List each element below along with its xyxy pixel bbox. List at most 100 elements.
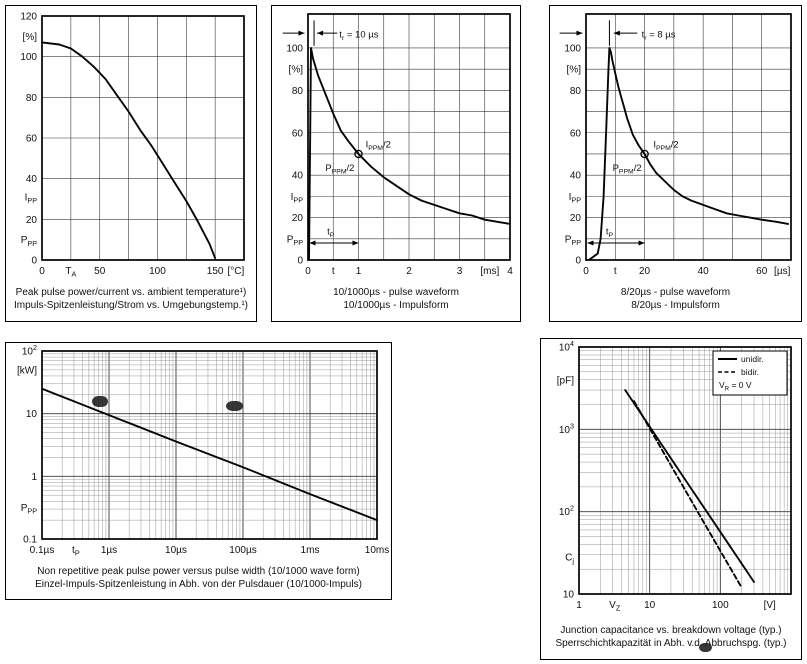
svg-text:VR = 0 V: VR = 0 V bbox=[719, 380, 752, 393]
svg-text:40: 40 bbox=[570, 171, 582, 182]
caption-line-de: 10/1000µs - Impulsform bbox=[343, 299, 449, 311]
svg-text:IPP: IPP bbox=[25, 192, 38, 205]
svg-text:1µs: 1µs bbox=[101, 545, 117, 556]
svg-text:t: t bbox=[332, 266, 335, 277]
caption-line-en: Non repetitive peak pulse power versus p… bbox=[37, 566, 360, 577]
chart-panel-peak-pulse-power: 0.1µs tP 1µs 10µs 100µs 1ms 10ms 102 [kW] 10 1 PPP 0… bbox=[5, 342, 392, 600]
svg-text:PPPM/2: PPPM/2 bbox=[325, 163, 354, 176]
svg-text:Cj: Cj bbox=[565, 553, 574, 566]
svg-text:80: 80 bbox=[26, 93, 38, 104]
pulse-8-20-chart-canvas: 0 t 20 40 60 [µs] 100 [%] 80 60 40 IPP 20 PPP 0 tr = 8 … bbox=[559, 13, 792, 277]
svg-text:1: 1 bbox=[576, 600, 582, 611]
svg-text:tP: tP bbox=[327, 227, 335, 240]
svg-text:0: 0 bbox=[31, 256, 37, 267]
peak-pulse-power-chart-canvas: 0.1µs tP 1µs 10µs 100µs 1ms 10ms 102 [kW] 10 1 PPP 0… bbox=[17, 343, 389, 558]
svg-text:PPP: PPP bbox=[21, 503, 37, 516]
caption-line-de: 8/20µs - Impulsform bbox=[631, 299, 720, 311]
svg-text:tr = 8 µs: tr = 8 µs bbox=[642, 29, 676, 42]
svg-text:[%]: [%] bbox=[289, 65, 304, 76]
svg-text:0: 0 bbox=[583, 266, 589, 277]
scan-artifact bbox=[92, 396, 108, 407]
svg-text:103: 103 bbox=[559, 421, 574, 436]
svg-text:1: 1 bbox=[356, 266, 362, 277]
svg-text:bidir.: bidir. bbox=[741, 367, 759, 377]
svg-text:100: 100 bbox=[20, 52, 37, 63]
svg-text:0.1: 0.1 bbox=[23, 535, 37, 546]
derating-chart-canvas: 0 TA 50 100 150 [°C] 120 [%] 100 80 60 40 IPP 20 PPP 0 bbox=[20, 12, 245, 279]
chart-panel-8-20-waveform: 0 t 20 40 60 [µs] 100 [%] 80 60 40 IPP 20 PPP 0 tr = 8 … bbox=[549, 5, 802, 322]
svg-text:3: 3 bbox=[457, 266, 463, 277]
svg-text:10: 10 bbox=[644, 600, 656, 611]
pulse-10-1000-chart-canvas: 0 t 1 2 3 [ms] 4 100 [%] 80 60 40 IPP 20 PPP 0 tr = 10 µ… bbox=[282, 13, 513, 277]
svg-text:60: 60 bbox=[292, 128, 304, 139]
svg-text:VZ: VZ bbox=[609, 600, 621, 613]
svg-text:10: 10 bbox=[563, 590, 575, 601]
svg-text:80: 80 bbox=[570, 86, 582, 97]
svg-text:IPPM/2: IPPM/2 bbox=[366, 140, 391, 153]
svg-text:PPPM/2: PPPM/2 bbox=[613, 163, 642, 176]
svg-text:40: 40 bbox=[698, 266, 710, 277]
svg-text:80: 80 bbox=[292, 86, 304, 97]
svg-text:100µs: 100µs bbox=[229, 545, 256, 556]
svg-text:PPP: PPP bbox=[287, 234, 303, 247]
svg-text:IPP: IPP bbox=[569, 192, 582, 205]
chart-panel-10-1000-waveform: 0 t 1 2 3 [ms] 4 100 [%] 80 60 40 IPP 20 PPP 0 tr = 10 µ… bbox=[271, 5, 521, 322]
svg-text:40: 40 bbox=[26, 174, 38, 185]
svg-text:20: 20 bbox=[292, 213, 304, 224]
svg-text:0: 0 bbox=[39, 266, 45, 277]
svg-text:2: 2 bbox=[406, 266, 412, 277]
svg-text:20: 20 bbox=[26, 215, 38, 226]
scan-artifact bbox=[699, 643, 712, 652]
svg-text:tr = 10 µs: tr = 10 µs bbox=[339, 29, 378, 42]
caption-line-de: Einzel-Impuls-Spitzenleistung in Abh. vo… bbox=[35, 578, 362, 590]
caption-line-en: Junction capacitance vs. breakdown volta… bbox=[560, 625, 782, 636]
svg-text:150: 150 bbox=[207, 266, 224, 277]
svg-text:TA: TA bbox=[65, 266, 76, 279]
svg-text:10ms: 10ms bbox=[365, 545, 389, 556]
svg-text:unidir.: unidir. bbox=[741, 354, 764, 364]
svg-text:[µs]: [µs] bbox=[774, 266, 791, 277]
svg-text:IPPM/2: IPPM/2 bbox=[653, 140, 678, 153]
pulse-10-1000-caption: 10/1000µs - pulse waveform 10/1000µs - I… bbox=[272, 287, 520, 313]
svg-text:0.1µs: 0.1µs bbox=[30, 545, 55, 556]
svg-text:[°C]: [°C] bbox=[228, 266, 245, 277]
chart-panel-derating: 0 TA 50 100 150 [°C] 120 [%] 100 80 60 40 IPP 20 PPP 0 … bbox=[5, 5, 257, 322]
svg-text:PPP: PPP bbox=[21, 235, 37, 248]
svg-text:10µs: 10µs bbox=[165, 545, 187, 556]
svg-text:4: 4 bbox=[507, 266, 513, 277]
svg-text:tP: tP bbox=[606, 227, 614, 240]
svg-text:60: 60 bbox=[26, 134, 38, 145]
junction-capacitance-caption: Junction capacitance vs. breakdown volta… bbox=[541, 625, 801, 651]
svg-text:20: 20 bbox=[570, 213, 582, 224]
svg-text:IPP: IPP bbox=[291, 192, 304, 205]
svg-text:0: 0 bbox=[297, 256, 303, 267]
svg-text:1: 1 bbox=[31, 472, 37, 483]
svg-text:0: 0 bbox=[305, 266, 311, 277]
svg-text:40: 40 bbox=[292, 171, 304, 182]
svg-text:100: 100 bbox=[564, 43, 581, 54]
svg-text:[%]: [%] bbox=[567, 65, 582, 76]
svg-text:102: 102 bbox=[22, 343, 37, 358]
svg-text:0: 0 bbox=[575, 256, 581, 267]
svg-text:tP: tP bbox=[72, 545, 80, 558]
svg-text:[ms]: [ms] bbox=[480, 266, 499, 277]
caption-line-en: 10/1000µs - pulse waveform bbox=[333, 287, 459, 298]
peak-pulse-power-caption: Non repetitive peak pulse power versus p… bbox=[6, 566, 391, 592]
svg-text:[kW]: [kW] bbox=[17, 365, 37, 376]
svg-text:100: 100 bbox=[149, 266, 166, 277]
svg-text:[pF]: [pF] bbox=[557, 375, 574, 386]
derating-caption: Peak pulse power/current vs. ambient tem… bbox=[6, 287, 256, 313]
svg-text:104: 104 bbox=[559, 339, 574, 354]
svg-text:100: 100 bbox=[712, 600, 729, 611]
caption-line-de: Sperrschichtkapazität in Abh. v.d. Abbru… bbox=[555, 637, 787, 649]
pulse-8-20-caption: 8/20µs - pulse waveform 8/20µs - Impulsf… bbox=[550, 287, 801, 313]
svg-text:PPP: PPP bbox=[565, 234, 581, 247]
svg-text:[V]: [V] bbox=[764, 600, 776, 611]
chart-panel-junction-capacitance: 1 VZ 10 100 [V] 104 [pF] 103 102 Cj 10 unidir. bidir… bbox=[540, 338, 802, 660]
svg-text:50: 50 bbox=[94, 266, 106, 277]
svg-text:1ms: 1ms bbox=[301, 545, 320, 556]
svg-text:60: 60 bbox=[756, 266, 768, 277]
svg-text:102: 102 bbox=[559, 504, 574, 519]
svg-text:10: 10 bbox=[26, 409, 38, 420]
